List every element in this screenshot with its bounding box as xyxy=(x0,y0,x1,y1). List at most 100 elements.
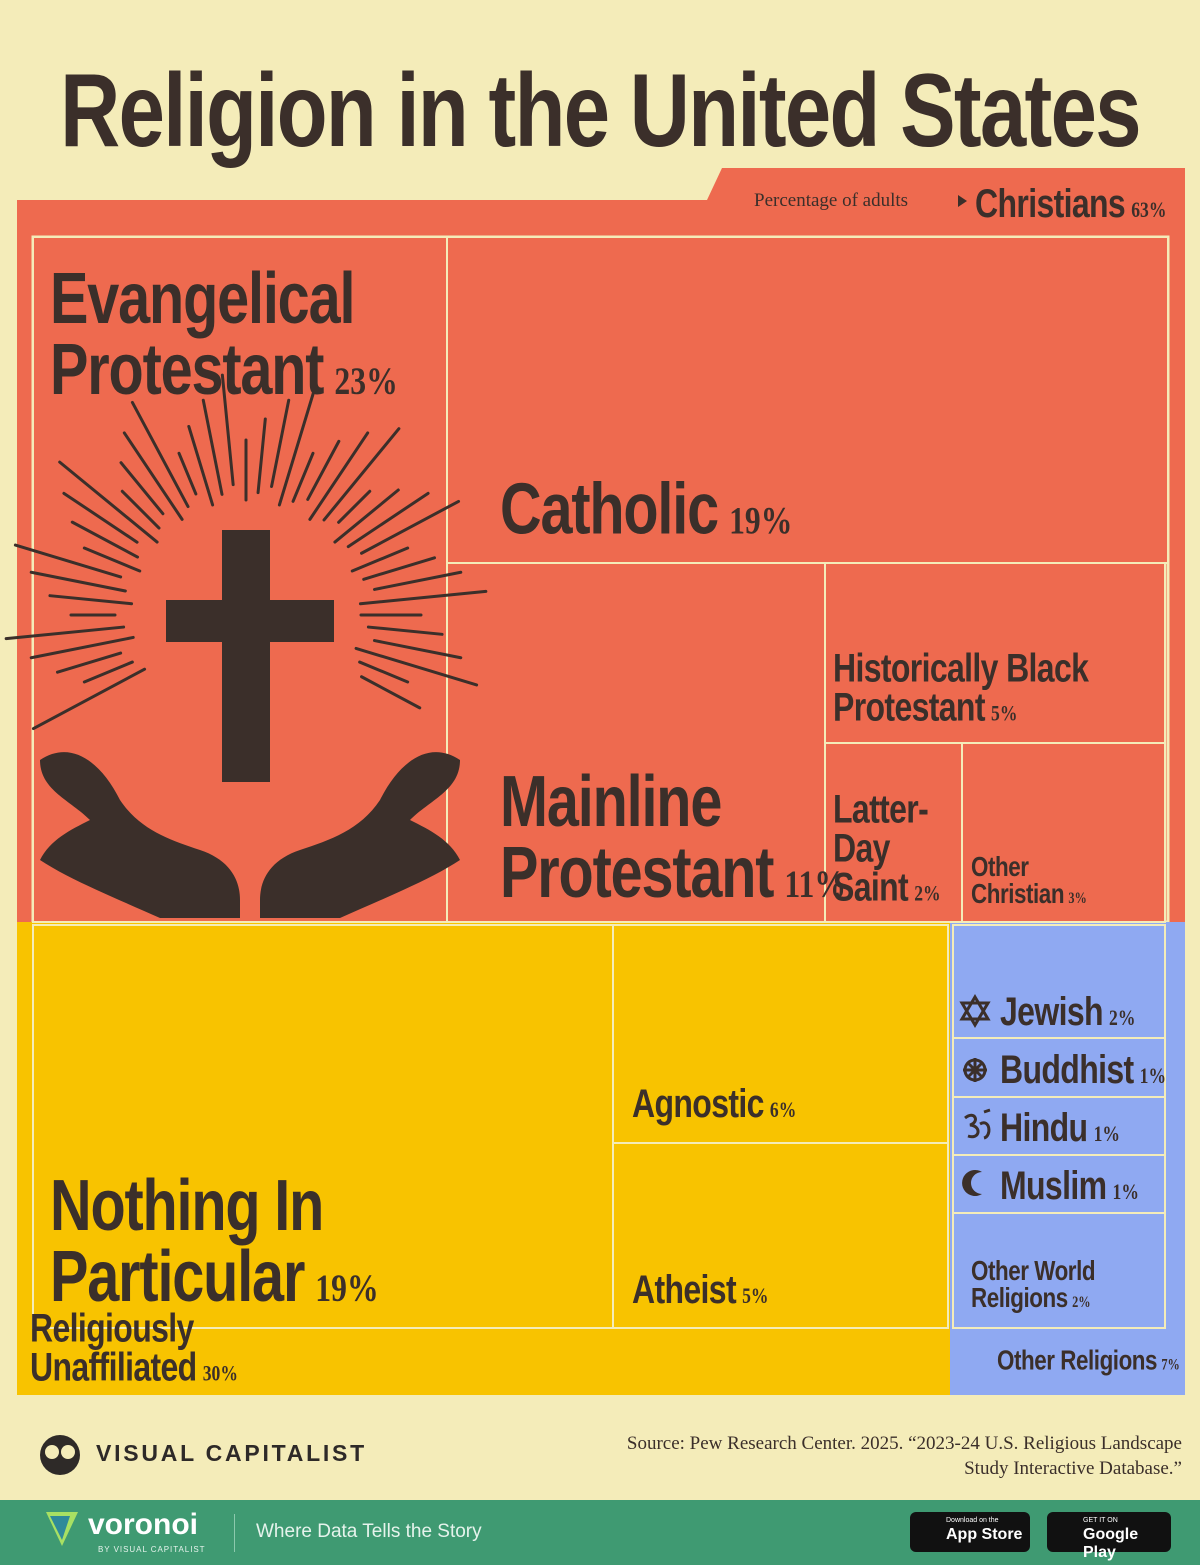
ray xyxy=(291,451,315,503)
leaf xyxy=(961,742,1166,923)
badge-small: Download on the xyxy=(946,1517,999,1524)
vc-logo-eye xyxy=(61,1445,75,1459)
leaf-label-name: Evangelical Protestant xyxy=(50,258,355,410)
leaf-label-value: 2% xyxy=(1072,1294,1091,1312)
cross-horizontal xyxy=(166,600,334,642)
leaf-label-value: 5% xyxy=(991,700,1018,726)
group-label-value: 30% xyxy=(202,1360,238,1386)
leaf xyxy=(612,1142,949,1329)
leaf-label-name: Agnostic xyxy=(632,1081,764,1126)
chart-title: Religion in the United States xyxy=(60,53,1141,169)
ray xyxy=(350,546,410,573)
leaf-label-value: 1% xyxy=(1093,1120,1120,1146)
voronoi-mark xyxy=(46,1512,78,1546)
ray xyxy=(130,400,190,509)
leaf xyxy=(612,924,949,1144)
ray xyxy=(119,461,165,516)
vc-logo-mark xyxy=(40,1435,80,1475)
ray xyxy=(372,570,463,591)
ray xyxy=(360,499,461,555)
group-label-value: 63% xyxy=(1131,196,1167,222)
vc-logo-eye xyxy=(45,1445,59,1459)
ray xyxy=(360,675,422,710)
leaf-label-value: 3% xyxy=(1068,890,1087,908)
leaf-label-name: Other World Religions xyxy=(971,1255,1096,1314)
ray xyxy=(58,460,159,544)
leaf-label-value: 1% xyxy=(1112,1178,1139,1204)
ray xyxy=(62,491,139,544)
ray xyxy=(362,556,437,581)
group-label: Other Religions 7% xyxy=(997,1346,1200,1374)
vc-logo xyxy=(40,1435,80,1475)
group-label-value: 7% xyxy=(1161,1356,1180,1374)
wheel-spokes xyxy=(963,1058,987,1082)
badge-small: GET IT ON xyxy=(1083,1517,1118,1524)
ray xyxy=(29,635,135,660)
leaf-label-value: 11% xyxy=(784,861,847,906)
ray xyxy=(333,488,400,544)
ray xyxy=(366,625,444,636)
leaf-label: Buddhist 1% xyxy=(1000,1050,1190,1090)
badge-big: App Store xyxy=(946,1526,1023,1543)
leaf-label: Hindu 1% xyxy=(1000,1105,1190,1150)
subtitle: Percentage of adults xyxy=(754,190,909,211)
leaf-label-name: Hindu xyxy=(1000,1105,1088,1150)
brand: VISUAL CAPITALIST xyxy=(96,1440,367,1466)
leaf xyxy=(952,1037,1166,1098)
left-hand xyxy=(40,752,240,918)
leaf-label-name: Jewish xyxy=(1000,989,1104,1034)
leaf-label: Latter-Day Saint 2% xyxy=(833,789,945,908)
om-icon xyxy=(964,1108,991,1140)
leaf-label-value: 1% xyxy=(1139,1062,1167,1088)
leaf-label: Agnostic 6% xyxy=(632,1081,932,1126)
ray xyxy=(354,646,479,687)
divider xyxy=(234,1514,235,1552)
ray xyxy=(306,439,341,501)
app-store-badge[interactable]: Download on the App Store xyxy=(910,1512,1030,1552)
ray xyxy=(358,589,488,606)
group-label: Religiously Unaffiliated 30% xyxy=(30,1306,290,1390)
leaf-label-name: Catholic xyxy=(500,469,719,550)
leaf xyxy=(32,924,614,1329)
leaf-label-value: 23% xyxy=(334,358,398,403)
right-hand xyxy=(260,752,460,918)
leaf-label: Jewish 2% xyxy=(1000,989,1190,1034)
leaf-label-name: Atheist xyxy=(632,1267,737,1312)
leaf xyxy=(824,742,963,923)
voronoi-shape xyxy=(50,1516,70,1540)
ray xyxy=(120,489,161,530)
ray xyxy=(256,417,267,495)
leaf-label: Historically Black Protestant 5% xyxy=(833,646,1163,730)
leaf-label: Other World Religions 2% xyxy=(971,1255,1111,1314)
tagline: Where Data Tells the Story xyxy=(256,1521,482,1542)
ray xyxy=(308,431,370,521)
leaf-label-value: 19% xyxy=(729,498,793,543)
religion-icons xyxy=(959,994,991,1140)
group-label-name: Religiously Unaffiliated xyxy=(30,1306,197,1390)
ray xyxy=(13,543,123,579)
leaf-label: Mainline Protestant 11% xyxy=(500,766,846,908)
ray xyxy=(82,546,142,573)
cross-vertical xyxy=(222,530,270,782)
ray xyxy=(346,491,430,549)
ray xyxy=(29,570,127,593)
leaf-label: Evangelical Protestant 23% xyxy=(50,263,398,405)
ray xyxy=(358,660,410,684)
leaf xyxy=(446,562,826,923)
ray xyxy=(82,660,134,684)
badge-big: Google Play xyxy=(1083,1526,1139,1561)
ray xyxy=(55,651,123,674)
leaf-label-name: Historically Black Protestant xyxy=(833,646,1089,730)
ray xyxy=(270,398,291,489)
cross-illustration xyxy=(4,373,488,918)
leaf-label-value: 2% xyxy=(914,880,941,906)
ray xyxy=(201,398,224,496)
group-label: Christians 63% xyxy=(975,184,1200,224)
leaf xyxy=(446,236,1169,564)
leaf-label-value: 2% xyxy=(1109,1004,1136,1030)
ray xyxy=(277,382,318,507)
google-play-badge[interactable]: GET IT ON Google Play xyxy=(1047,1512,1171,1561)
leaf-label: Muslim 1% xyxy=(1000,1166,1190,1206)
